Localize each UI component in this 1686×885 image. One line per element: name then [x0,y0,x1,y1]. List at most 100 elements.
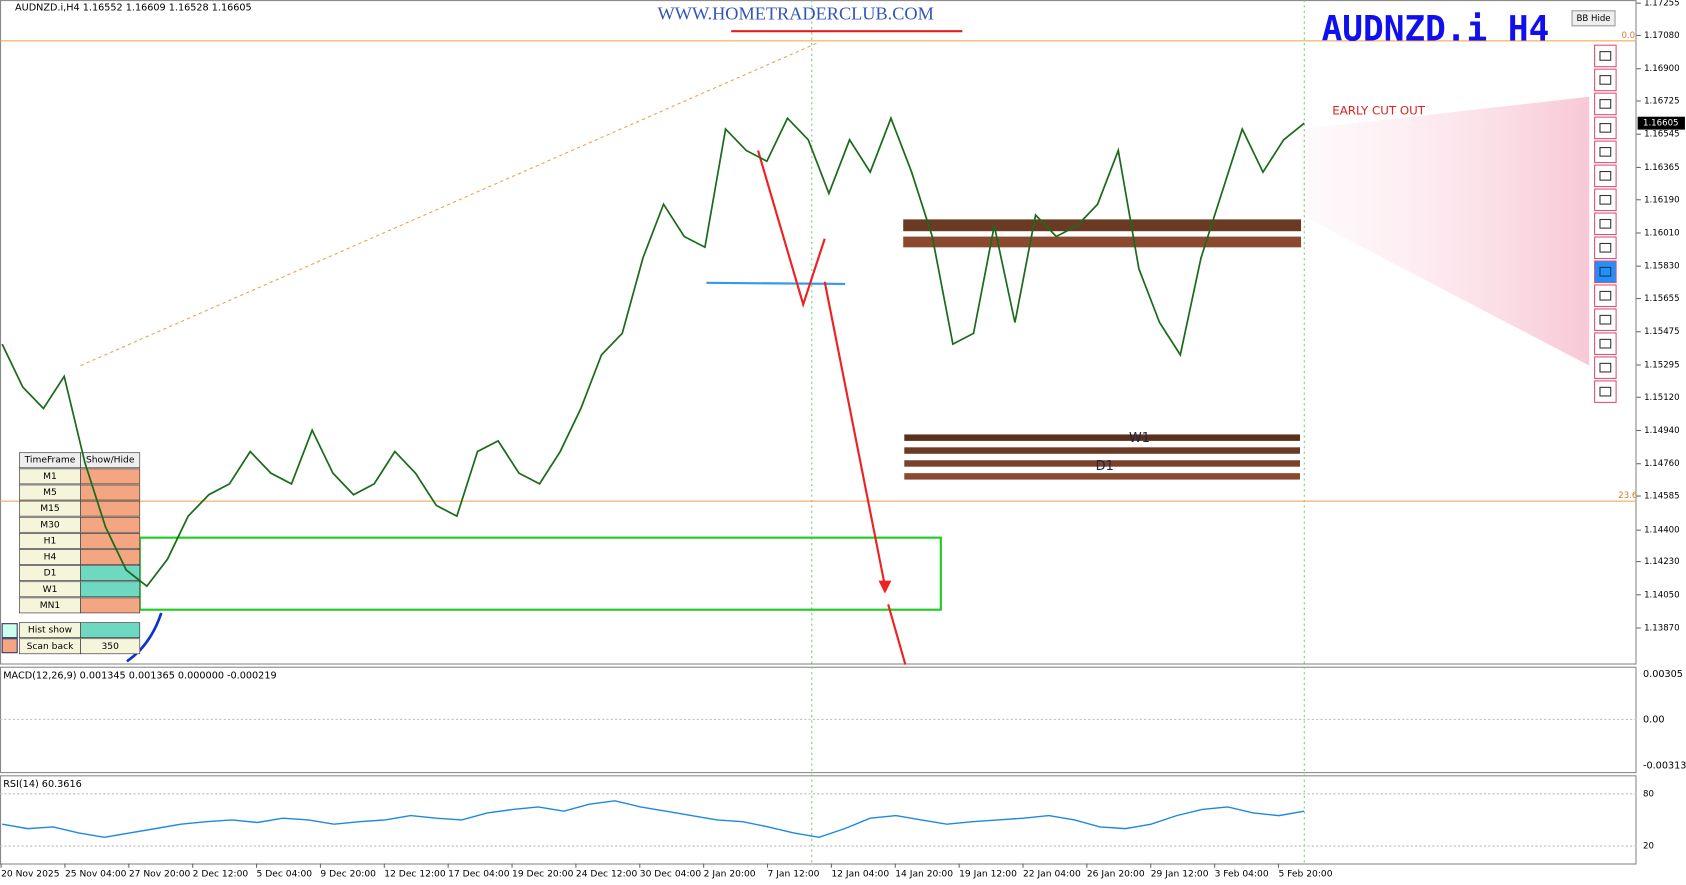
price-tick-label: 1.14050 [1644,590,1680,600]
macd-label: MACD(12,26,9) 0.001345 0.001365 0.000000… [3,670,276,681]
tool-button[interactable] [1594,380,1617,403]
tool-button[interactable] [1594,356,1617,379]
symbol-info: AUDNZD.i,H4 1.16552 1.16609 1.16528 1.16… [15,3,252,14]
tf-row[interactable]: M1 [43,472,57,482]
volume-profile [1301,96,1590,366]
tf-toggle-cell [80,581,141,598]
bb-hide-label[interactable]: BB Hide [1576,14,1610,24]
tf-row[interactable]: D1 [44,569,57,579]
w1-zone [904,447,1300,454]
date-label: 29 Jan 12:00 [1151,870,1209,880]
date-label: 2 Dec 12:00 [193,870,249,880]
price-tick-label: 1.16545 [1644,130,1680,140]
tool-icon[interactable] [1599,75,1612,85]
panel-icon[interactable] [1,638,18,654]
date-label: 19 Dec 20:00 [512,870,574,880]
scan-value[interactable]: 350 [102,642,120,652]
tool-icon[interactable] [1599,51,1612,61]
date-label: 12 Dec 12:00 [384,870,446,880]
tf-header-cell[interactable] [80,452,141,469]
tool-button[interactable] [1594,188,1617,212]
tf-toggle-cell [80,597,141,614]
price-tick-label: 1.16365 [1644,163,1680,173]
tool-button[interactable] [1594,260,1617,284]
tool-icon[interactable] [1599,123,1612,133]
date-label: 5 Feb 20:00 [1278,870,1332,880]
tool-icon[interactable] [1599,338,1612,349]
date-label: 30 Dec 04:00 [640,870,702,880]
price-tick-label: 1.15295 [1644,360,1680,370]
tool-button[interactable] [1594,116,1617,140]
price-tick-label: 1.16010 [1644,228,1680,238]
date-label: 2 Jan 20:00 [704,870,756,880]
tool-icon[interactable] [1599,147,1612,157]
projection-arrow [757,150,907,665]
tool-button[interactable] [1594,236,1617,260]
tool-button[interactable] [1594,92,1617,116]
rsi-panel [0,775,1637,865]
tool-button[interactable] [1594,332,1617,355]
tool-button[interactable] [1594,164,1617,188]
price-line [1,115,1305,588]
date-label: 14 Jan 20:00 [895,870,953,880]
tf-toggle-cell [80,500,141,517]
tf-row[interactable]: W1 [43,585,58,595]
panel-icon[interactable] [1,623,18,639]
date-label: 19 Jan 12:00 [959,870,1017,880]
watermark: WWW.HOMETRADERCLUB.COM [658,3,934,23]
macd-tick: 0.00 [1643,714,1665,725]
d1-zone [904,460,1300,467]
price-tick-label: 1.13870 [1644,624,1680,634]
tool-button[interactable] [1594,44,1617,68]
bb-hide-button[interactable] [1571,10,1616,27]
tf-row[interactable]: H1 [44,536,57,546]
current-price-label: 1.16605 [1643,119,1679,129]
tf-row[interactable]: M15 [40,504,60,514]
date-label: 9 Dec 20:00 [320,870,376,880]
price-tick-label: 1.17255 [1644,0,1680,9]
date-label: 17 Dec 04:00 [448,870,510,880]
tf-row[interactable]: M5 [43,488,57,498]
hist-show[interactable]: Hist show [28,626,73,636]
scan-value-cell[interactable] [80,638,141,655]
timeframe-panel: TimeFrame Show/Hide M1 M5 M15 M30 H1 H4 D1 W1 MN1 H… [1,452,141,655]
price-tick-label: 1.14760 [1644,459,1680,469]
scan-back[interactable]: Scan back [27,642,74,652]
tool-icon[interactable] [1599,218,1612,229]
tool-button[interactable] [1594,68,1617,92]
tool-icon[interactable] [1599,314,1612,325]
tool-icon[interactable] [1599,242,1612,253]
tool-button[interactable] [1594,308,1617,331]
price-tick-label: 1.17080 [1644,31,1680,41]
price-tick-label: 1.15475 [1644,327,1680,337]
macd-tick: -0.00313 [1643,761,1686,772]
tool-icon[interactable] [1599,386,1612,397]
tool-icon[interactable] [1599,170,1612,181]
date-label: 25 Nov 04:00 [65,870,127,880]
tool-icon[interactable] [1599,194,1612,205]
rsi-line [2,800,1305,839]
price-tick-label: 1.14230 [1644,557,1680,567]
price-tick-label: 1.15120 [1644,393,1680,403]
tf-header[interactable]: TimeFrame [24,456,76,466]
tool-icon[interactable] [1599,266,1612,277]
tf-toggle-cell [80,533,141,549]
tool-icon[interactable] [1599,290,1612,301]
tool-icon[interactable] [1599,362,1612,373]
tf-header[interactable]: Show/Hide [86,456,135,466]
tool-button[interactable] [1594,212,1617,236]
zone-label: W1 [1129,431,1150,446]
tf-row[interactable]: M30 [40,520,60,530]
fib-label: 23.6 [1618,491,1637,501]
w1-zone [904,434,1300,441]
tf-row[interactable]: MN1 [40,601,61,611]
tool-icon[interactable] [1599,99,1612,109]
date-label: 20 Nov 2025 [1,870,60,880]
tool-button[interactable] [1594,284,1617,308]
date-label: 3 Feb 04:00 [1215,870,1269,880]
tf-toggle-cell [80,516,141,533]
tool-button[interactable] [1594,140,1617,164]
fib-trend [80,42,818,367]
price-tick-label: 1.14585 [1644,492,1680,502]
tf-row[interactable]: H4 [44,553,57,563]
